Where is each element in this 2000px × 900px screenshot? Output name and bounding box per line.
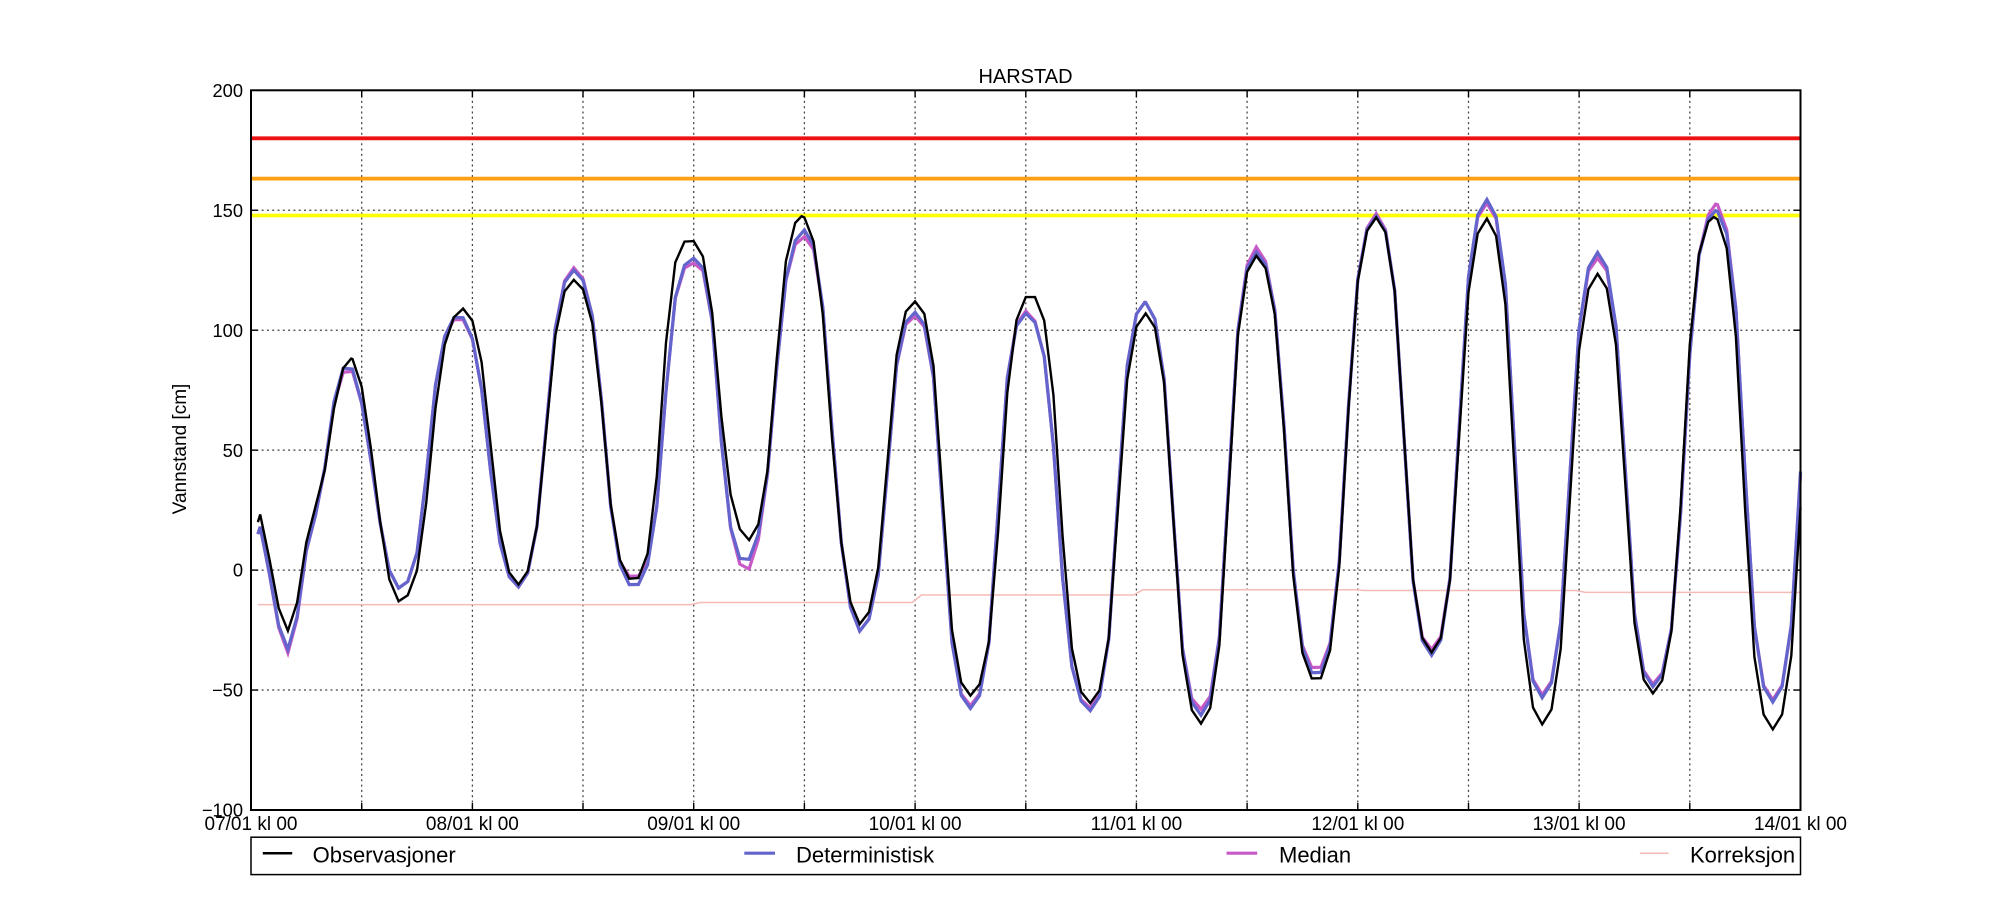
svg-text:150: 150 xyxy=(212,200,243,221)
svg-text:09/01 kl 00: 09/01 kl 00 xyxy=(647,814,740,835)
svg-text:HARSTAD: HARSTAD xyxy=(978,66,1072,88)
svg-text:200: 200 xyxy=(212,80,243,101)
svg-text:50: 50 xyxy=(223,440,243,461)
svg-text:−100: −100 xyxy=(202,800,243,821)
svg-text:Vannstand [cm]: Vannstand [cm] xyxy=(170,384,191,515)
svg-text:07/01 kl 00: 07/01 kl 00 xyxy=(205,814,298,835)
svg-text:12/01 kl 00: 12/01 kl 00 xyxy=(1311,814,1404,835)
svg-text:Korreksjon: Korreksjon xyxy=(1690,843,1795,868)
svg-text:13/01 kl 00: 13/01 kl 00 xyxy=(1533,814,1626,835)
svg-text:Median: Median xyxy=(1279,843,1351,868)
svg-text:11/01 kl 00: 11/01 kl 00 xyxy=(1091,814,1183,835)
svg-text:100: 100 xyxy=(212,320,243,341)
svg-text:−50: −50 xyxy=(212,680,243,701)
svg-text:10/01 kl 00: 10/01 kl 00 xyxy=(869,814,962,835)
svg-text:0: 0 xyxy=(233,560,243,581)
svg-text:08/01 kl 00: 08/01 kl 00 xyxy=(426,814,519,835)
svg-text:Deterministisk: Deterministisk xyxy=(796,843,935,868)
svg-text:Observasjoner: Observasjoner xyxy=(313,843,456,868)
svg-text:14/01 kl 00: 14/01 kl 00 xyxy=(1754,814,1847,835)
